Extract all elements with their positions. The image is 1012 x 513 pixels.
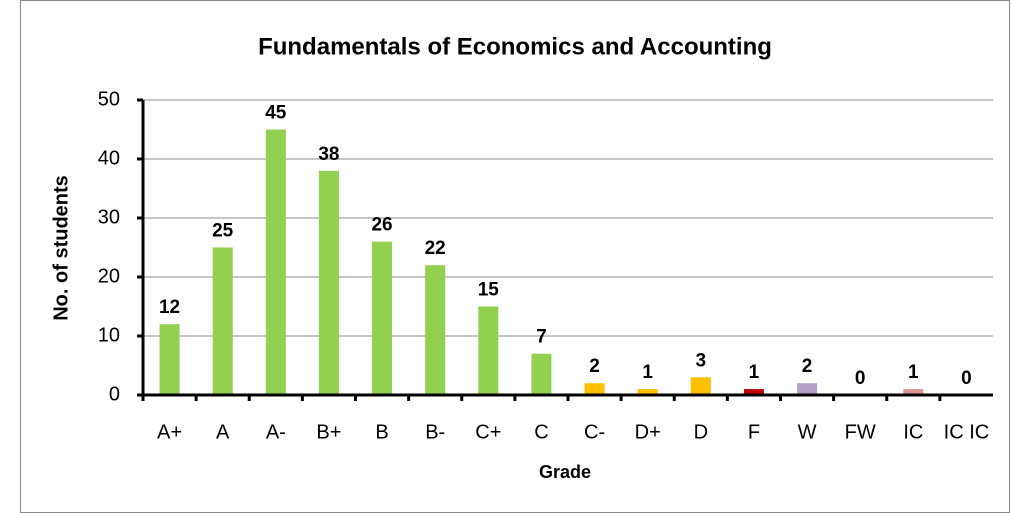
y-tick-label: 0 xyxy=(109,383,120,405)
x-tick-label: IC xyxy=(903,421,923,443)
value-label: 25 xyxy=(212,221,234,242)
x-tick-label: D xyxy=(694,421,708,443)
x-axis-label: Grade xyxy=(539,462,591,482)
x-tick-label: B- xyxy=(425,421,445,443)
value-label: 12 xyxy=(159,297,180,318)
value-label: 1 xyxy=(908,362,919,383)
bar xyxy=(584,383,605,395)
bar xyxy=(797,383,818,395)
y-tick-label: 50 xyxy=(98,88,120,110)
value-label: 1 xyxy=(749,362,760,383)
x-tick-label: B+ xyxy=(316,421,341,443)
bar xyxy=(637,389,658,395)
y-tick-label: 20 xyxy=(98,265,120,287)
bar xyxy=(212,247,233,395)
chart-frame xyxy=(20,0,1010,513)
value-label: 2 xyxy=(802,356,813,377)
value-label: 0 xyxy=(855,368,866,389)
x-tick-label: IC IC xyxy=(944,421,990,443)
y-tick-label: 30 xyxy=(98,206,120,228)
bar xyxy=(478,306,499,395)
bar xyxy=(903,389,924,395)
value-label: 15 xyxy=(478,280,500,301)
bar xyxy=(159,324,180,395)
x-tick-label: W xyxy=(798,421,817,443)
y-axis-label: No. of students xyxy=(50,175,72,321)
value-label: 1 xyxy=(642,362,653,383)
bar xyxy=(743,389,764,395)
x-tick-label: F xyxy=(748,421,760,443)
value-label: 3 xyxy=(696,350,707,371)
x-tick-label: A+ xyxy=(157,421,182,443)
bar xyxy=(531,353,552,395)
bar xyxy=(318,170,339,395)
value-label: 7 xyxy=(536,327,547,348)
x-tick-label: A- xyxy=(266,421,286,443)
y-tick-label: 40 xyxy=(98,147,120,169)
value-label: 45 xyxy=(265,103,287,124)
bar xyxy=(265,129,286,395)
bar xyxy=(372,241,393,395)
x-tick-label: D+ xyxy=(635,421,661,443)
x-tick-label: FW xyxy=(845,421,876,443)
bar xyxy=(690,377,711,395)
bar xyxy=(425,265,446,395)
value-label: 22 xyxy=(425,238,446,259)
x-tick-label: C xyxy=(534,421,548,443)
value-label: 2 xyxy=(589,356,600,377)
y-tick-label: 10 xyxy=(98,324,120,346)
value-label: 38 xyxy=(318,144,339,165)
x-tick-label: C+ xyxy=(475,421,501,443)
x-tick-label: C- xyxy=(584,421,605,443)
chart-title: Fundamentals of Economics and Accounting xyxy=(258,33,772,60)
value-label: 0 xyxy=(961,368,972,389)
x-tick-label: B xyxy=(375,421,388,443)
value-label: 26 xyxy=(371,215,392,236)
x-tick-label: A xyxy=(216,421,230,443)
